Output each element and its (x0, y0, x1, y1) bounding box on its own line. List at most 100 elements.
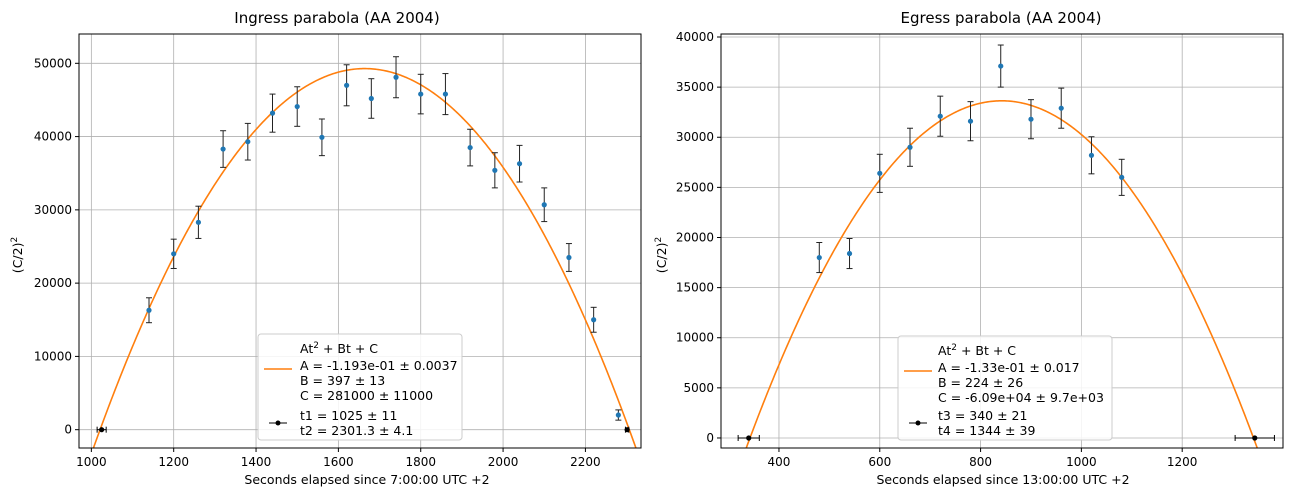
egress-y-tick-label: 15000 (676, 281, 714, 295)
ingress-y-ticks: 0 10000 20000 30000 40000 50000 (34, 56, 79, 437)
ingress-y-tick-label: 0 (64, 423, 72, 437)
egress-plot-frame (720, 33, 1284, 449)
ingress-x-tick-label: 1200 (158, 455, 189, 469)
egress-y-tick-label: 35000 (676, 80, 714, 94)
egress-data-point (877, 170, 883, 176)
egress-legend-formula: At2 + Bt + C (938, 343, 1016, 358)
ingress-y-tick-label: 50000 (34, 56, 72, 70)
egress-y-tick-label: 30000 (676, 130, 714, 144)
ingress-legend-b: B = 397 ± 13 (300, 373, 385, 388)
ingress-y-tick-label: 40000 (34, 130, 72, 144)
ingress-contact-point (624, 427, 630, 433)
egress-y-tick-label: 10000 (676, 331, 714, 345)
egress-x-tick-label: 800 (969, 455, 992, 469)
ingress-x-tick-label: 2200 (570, 455, 601, 469)
ingress-data-point (220, 146, 226, 152)
egress-data-point (967, 118, 974, 124)
ingress-contact-points (96, 426, 630, 433)
ingress-fit-curve (92, 67, 637, 448)
egress-x-tick-label: 600 (868, 455, 891, 469)
egress-y-tick-label: 20000 (676, 230, 714, 244)
ingress-data-point (566, 254, 572, 261)
ingress-y-tick-label: 10000 (34, 349, 72, 363)
egress-data-point (937, 113, 943, 119)
egress-legend-c: C = -6.09e+04 ± 9.7e+03 (938, 390, 1104, 405)
ingress-data-point (418, 91, 424, 97)
egress-y-tick-label: 40000 (676, 30, 714, 44)
egress-legend-box (897, 335, 1113, 441)
ingress-contact-point (99, 427, 105, 433)
egress-y-ticks: 0 5000 10000 15000 20000 25000 30000 35000 40000 (676, 30, 721, 445)
egress-y-tick-label: 5000 (683, 381, 714, 395)
egress-x-tick-label: 1200 (1167, 455, 1198, 469)
egress-y-tick-label: 0 (706, 431, 714, 445)
ingress-x-ticks: 1000 1200 1400 1600 1800 2000 2200 (76, 448, 601, 469)
egress-y-tick-label: 25000 (676, 180, 714, 194)
ingress-y-tick-label: 20000 (34, 276, 72, 290)
egress-legend-a: A = -1.33e-01 ± 0.017 (938, 360, 1080, 375)
egress-fit-curve (745, 100, 1259, 448)
ingress-legend-t1: t1 = 1025 ± 11 (300, 408, 397, 423)
ingress-plot-frame (78, 33, 642, 449)
egress-data-point (1088, 152, 1095, 158)
ingress-data-points (145, 56, 622, 421)
egress-contact-point (746, 435, 752, 441)
ingress-data-point (442, 91, 449, 97)
egress-data-point (1119, 174, 1125, 180)
egress-data-point (816, 254, 822, 261)
ingress-x-axis-label: Seconds elapsed since 7:00:00 UTC +2 (244, 472, 489, 487)
egress-legend-contact-marker (915, 420, 921, 426)
ingress-x-tick-label: 1600 (323, 455, 354, 469)
egress-legend-t4: t4 = 1344 ± 39 (938, 423, 1035, 438)
ingress-legend-box (257, 333, 463, 441)
ingress-legend: At2 + Bt + C A = -1.193e-01 ± 0.0037 B =… (257, 333, 463, 441)
ingress-y-tick-label: 30000 (34, 203, 72, 217)
egress-legend-b: B = 224 ± 26 (938, 375, 1023, 390)
egress-x-ticks: 400 600 800 1000 1200 (768, 448, 1198, 469)
ingress-data-point (393, 74, 399, 80)
ingress-data-point (541, 202, 547, 208)
ingress-data-point (344, 82, 350, 88)
ingress-x-tick-label: 1400 (241, 455, 272, 469)
ingress-data-point (492, 167, 498, 173)
ingress-x-tick-label: 2000 (488, 455, 519, 469)
egress-data-point (998, 63, 1004, 69)
ingress-data-point (516, 161, 523, 167)
egress-chart-title: Egress parabola (AA 2004) (901, 9, 1102, 27)
egress-legend-t3: t3 = 340 ± 21 (938, 408, 1027, 423)
egress-data-point (846, 250, 853, 257)
ingress-data-point (615, 412, 621, 418)
ingress-legend-c: C = 281000 ± 11000 (300, 388, 433, 403)
egress-fit-line (745, 100, 1259, 448)
egress-x-axis-label: Seconds elapsed since 13:00:00 UTC +2 (876, 472, 1129, 487)
ingress-data-point (195, 219, 201, 225)
egress-data-point (1028, 116, 1034, 122)
ingress-chart-title: Ingress parabola (AA 2004) (234, 9, 439, 27)
ingress-data-point (294, 103, 300, 110)
egress-contact-points (737, 434, 1275, 441)
egress-data-point (1058, 105, 1064, 111)
ingress-data-point (368, 95, 374, 102)
egress-y-axis-label: (C/2)2 (654, 237, 669, 273)
ingress-y-axis-label: (C/2)2 (10, 237, 25, 273)
ingress-gridlines (79, 34, 641, 448)
ingress-panel: Ingress parabola (AA 2004) 1000 1200 1400 1… (10, 9, 642, 487)
ingress-data-point (269, 110, 276, 116)
ingress-fit-line (92, 67, 637, 448)
ingress-legend-contact-marker (275, 420, 281, 426)
ingress-data-point (146, 307, 152, 313)
ingress-x-tick-label: 1000 (76, 455, 107, 469)
ingress-data-point (171, 251, 177, 257)
egress-contact-point (1252, 435, 1258, 441)
egress-x-tick-label: 1000 (1066, 455, 1097, 469)
ingress-data-point (467, 144, 473, 151)
ingress-data-point (319, 134, 325, 140)
egress-x-tick-label: 400 (768, 455, 791, 469)
ingress-data-point (245, 139, 251, 145)
egress-data-points (816, 44, 1125, 274)
egress-panel: Egress parabola (AA 2004) 400 600 800 1000 1… (654, 9, 1284, 487)
egress-data-point (907, 144, 913, 150)
ingress-legend-t2: t2 = 2301.3 ± 4.1 (300, 423, 413, 438)
ingress-x-tick-label: 1800 (405, 455, 436, 469)
